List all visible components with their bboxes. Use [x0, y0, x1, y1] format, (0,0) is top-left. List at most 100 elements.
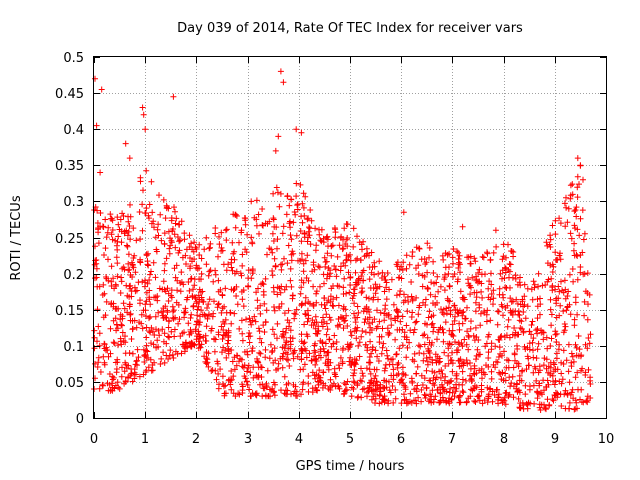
- data-point: [337, 314, 344, 320]
- data-point: [107, 325, 114, 332]
- data-point: [383, 347, 390, 354]
- data-point: [581, 312, 588, 319]
- data-point: [521, 343, 528, 350]
- data-point: [550, 368, 557, 375]
- data-point: [257, 302, 264, 309]
- data-point: [317, 354, 324, 361]
- data-point: [343, 386, 350, 393]
- data-point: [359, 386, 366, 393]
- data-point: [534, 303, 541, 310]
- data-point: [158, 355, 165, 362]
- data-point: [533, 355, 540, 362]
- data-point: [340, 391, 347, 398]
- data-point: [100, 281, 107, 288]
- data-point: [562, 405, 569, 412]
- data-point: [502, 390, 509, 397]
- data-point: [501, 397, 508, 404]
- data-point: [140, 111, 147, 118]
- data-point: [298, 129, 305, 136]
- data-point: [491, 392, 498, 398]
- data-point: [556, 215, 563, 222]
- data-point: [221, 392, 228, 399]
- data-point: [118, 274, 125, 281]
- data-point: [177, 333, 184, 340]
- data-point: [359, 288, 366, 295]
- data-point: [108, 380, 115, 387]
- data-point: [128, 259, 135, 266]
- data-point: [154, 337, 161, 344]
- data-point: [171, 231, 178, 238]
- data-point: [584, 270, 591, 277]
- data-point: [305, 299, 312, 305]
- data-point: [347, 282, 354, 288]
- data-point: [181, 230, 188, 237]
- data-point: [161, 240, 168, 247]
- data-point: [215, 288, 222, 295]
- data-point: [375, 270, 382, 277]
- y-tick-label: 0: [76, 412, 84, 427]
- data-point: [131, 252, 138, 259]
- data-point: [160, 278, 167, 285]
- data-point: [97, 223, 103, 230]
- data-point: [453, 347, 460, 354]
- data-point: [530, 278, 537, 285]
- data-point: [447, 307, 454, 314]
- data-point: [324, 358, 331, 365]
- data-point: [559, 376, 566, 383]
- data-point: [267, 341, 274, 348]
- data-point: [219, 373, 226, 380]
- data-point: [550, 378, 556, 385]
- data-point: [324, 233, 331, 240]
- data-point: [536, 380, 543, 387]
- data-point: [318, 226, 325, 233]
- data-point: [327, 270, 334, 277]
- data-point: [120, 300, 127, 307]
- data-point: [570, 247, 577, 254]
- data-point: [141, 352, 148, 359]
- data-point: [178, 218, 185, 225]
- data-point: [172, 220, 179, 227]
- data-point: [526, 346, 533, 353]
- data-point: [132, 269, 139, 276]
- data-point: [165, 298, 172, 304]
- data-point: [566, 379, 573, 386]
- data-point: [339, 347, 346, 353]
- data-point: [372, 372, 379, 379]
- data-point: [232, 224, 239, 231]
- data-point: [534, 346, 541, 353]
- data-point: [500, 294, 507, 301]
- data-point: [438, 306, 444, 313]
- data-point: [148, 367, 155, 374]
- data-point: [157, 211, 164, 218]
- data-point: [564, 303, 571, 310]
- data-point: [307, 207, 314, 213]
- data-point: [534, 330, 541, 337]
- data-point: [354, 394, 361, 401]
- data-point: [279, 344, 286, 351]
- data-point: [415, 271, 422, 277]
- data-point: [422, 320, 428, 327]
- data-point: [129, 378, 136, 385]
- data-point: [585, 366, 592, 373]
- data-point: [480, 254, 487, 261]
- data-point: [572, 299, 579, 306]
- data-point: [220, 383, 227, 390]
- data-point: [432, 293, 439, 300]
- data-point: [423, 355, 430, 361]
- data-point: [389, 356, 396, 362]
- data-point: [434, 387, 441, 393]
- data-point: [152, 313, 159, 320]
- data-point: [145, 364, 152, 371]
- data-point: [94, 338, 100, 345]
- data-point: [584, 316, 591, 323]
- data-point: [502, 370, 509, 377]
- data-point: [363, 294, 370, 301]
- data-point: [150, 259, 157, 266]
- data-point: [305, 234, 312, 241]
- data-point: [394, 259, 401, 266]
- data-point: [403, 252, 410, 259]
- data-point: [315, 378, 322, 385]
- data-point: [377, 381, 384, 388]
- data-point: [225, 337, 232, 344]
- data-point: [161, 330, 168, 337]
